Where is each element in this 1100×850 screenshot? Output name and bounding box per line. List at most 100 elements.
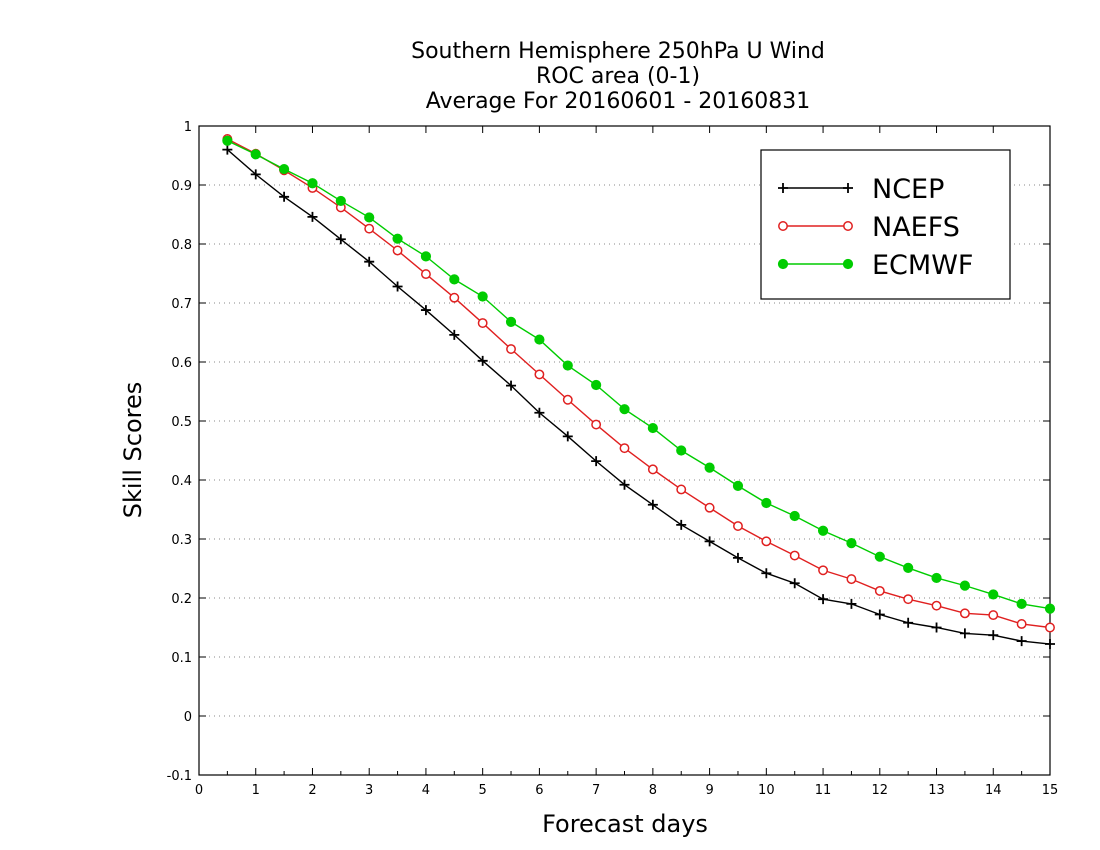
data-point-ecmwf xyxy=(988,589,999,600)
data-point-ecmwf xyxy=(477,291,488,302)
data-point-ecmwf xyxy=(591,379,602,391)
y-axis-ticks: -0.1 0 0.1 0.2 0.3 0.4 0.5 0.6 0.7 0.8 0.9 1 xyxy=(167,120,1050,784)
data-point-ecmwf xyxy=(420,251,432,262)
x-tick-label: 10 xyxy=(758,783,775,798)
data-point-ncep xyxy=(250,169,261,180)
data-point-ecmwf xyxy=(562,360,573,371)
data-point-naefs xyxy=(534,369,545,380)
y-tick-label: 1 xyxy=(184,120,192,135)
x-tick-label: 1 xyxy=(252,783,260,798)
y-tick-label: -0.1 xyxy=(167,769,192,784)
data-point-naefs xyxy=(647,464,658,475)
data-point-ecmwf xyxy=(250,149,261,160)
data-point-naefs xyxy=(619,443,630,454)
data-point-ecmwf xyxy=(279,163,290,175)
data-point-ncep xyxy=(619,479,630,490)
data-point-ncep xyxy=(676,519,687,530)
series-ecmwf xyxy=(222,135,1056,614)
data-point-ncep xyxy=(392,281,403,292)
data-point-ncep xyxy=(1016,636,1027,647)
legend-label-naefs: NAEFS xyxy=(872,212,960,243)
data-point-ecmwf xyxy=(846,538,857,549)
series-ncep xyxy=(222,144,1055,650)
y-tick-label: 0.2 xyxy=(171,592,192,607)
data-point-naefs xyxy=(874,585,885,596)
data-point-ncep xyxy=(761,568,772,579)
data-point-ecmwf xyxy=(222,135,233,146)
legend-marker-naefs xyxy=(778,221,788,231)
data-point-naefs xyxy=(988,610,999,621)
data-point-ncep xyxy=(562,431,573,442)
legend-marker-ncep xyxy=(843,183,853,193)
data-point-naefs xyxy=(733,521,743,531)
data-point-ncep xyxy=(420,305,431,316)
data-point-ecmwf xyxy=(307,178,318,189)
x-tick-label: 13 xyxy=(928,783,945,798)
data-point-ecmwf xyxy=(335,195,346,207)
data-point-ecmwf xyxy=(676,445,687,456)
data-point-ncep xyxy=(307,211,318,222)
data-point-naefs xyxy=(591,419,602,430)
data-point-ncep xyxy=(931,622,942,633)
data-point-ecmwf xyxy=(534,334,545,345)
data-point-ecmwf xyxy=(505,316,517,327)
data-point-naefs xyxy=(420,269,431,280)
data-point-ecmwf xyxy=(959,580,971,591)
legend-label-ncep: NCEP xyxy=(872,174,944,205)
y-tick-label: 0.8 xyxy=(171,238,192,253)
data-point-ncep xyxy=(903,617,914,628)
x-tick-label: 12 xyxy=(872,783,889,798)
data-point-ecmwf xyxy=(1044,603,1056,614)
data-point-ncep xyxy=(818,594,829,605)
x-tick-label: 15 xyxy=(1042,783,1059,798)
data-point-ecmwf xyxy=(874,551,885,562)
data-point-ecmwf xyxy=(789,510,800,522)
data-point-ecmwf xyxy=(392,233,403,244)
data-point-ncep xyxy=(279,191,290,202)
data-point-ecmwf xyxy=(1016,598,1027,610)
data-point-ecmwf xyxy=(761,497,772,509)
data-point-ecmwf xyxy=(647,422,658,434)
data-point-ecmwf xyxy=(931,572,942,584)
data-point-ecmwf xyxy=(732,480,744,491)
x-tick-label: 7 xyxy=(592,783,600,798)
data-point-naefs xyxy=(477,318,488,329)
data-point-naefs xyxy=(846,574,857,585)
data-point-ncep xyxy=(335,234,346,245)
data-point-naefs xyxy=(562,394,573,405)
x-tick-label: 4 xyxy=(422,783,430,798)
data-point-naefs xyxy=(704,502,715,513)
x-tick-label: 3 xyxy=(365,783,373,798)
y-tick-label: 0.4 xyxy=(171,474,192,489)
x-tick-label: 6 xyxy=(535,783,543,798)
x-axis-ticks: 0 1 2 3 4 5 6 7 8 9 10 11 12 13 14 15 xyxy=(195,126,1058,798)
data-point-naefs xyxy=(931,600,942,611)
data-point-ncep xyxy=(846,598,857,609)
y-axis-label: Skill Scores xyxy=(119,382,147,519)
legend-marker-ecmwf xyxy=(777,258,789,270)
chart-title: Southern Hemisphere 250hPa U Wind ROC ar… xyxy=(411,39,825,114)
data-point-ecmwf xyxy=(364,212,375,223)
x-tick-label: 2 xyxy=(308,783,316,798)
y-tick-label: 0 xyxy=(184,710,192,725)
y-tick-label: 0.1 xyxy=(171,651,192,666)
data-point-naefs xyxy=(818,565,829,576)
title-line-2: ROC area (0-1) xyxy=(536,64,700,89)
data-point-ecmwf xyxy=(817,525,829,536)
legend-marker-ecmwf xyxy=(842,258,854,270)
legend-marker-naefs xyxy=(843,221,853,231)
data-point-ncep xyxy=(789,578,800,589)
x-tick-label: 14 xyxy=(985,783,1002,798)
data-point-ecmwf xyxy=(903,562,914,574)
data-point-naefs xyxy=(392,245,403,256)
x-tick-label: 8 xyxy=(649,783,657,798)
x-tick-label: 11 xyxy=(815,783,832,798)
data-point-ecmwf xyxy=(704,462,715,473)
x-tick-label: 5 xyxy=(479,783,487,798)
data-point-naefs xyxy=(959,608,970,619)
y-tick-label: 0.3 xyxy=(171,533,192,548)
data-point-ncep xyxy=(732,552,743,563)
title-line-3: Average For 20160601 - 20160831 xyxy=(426,89,811,114)
data-point-naefs xyxy=(449,292,460,303)
data-point-ncep xyxy=(988,630,999,641)
